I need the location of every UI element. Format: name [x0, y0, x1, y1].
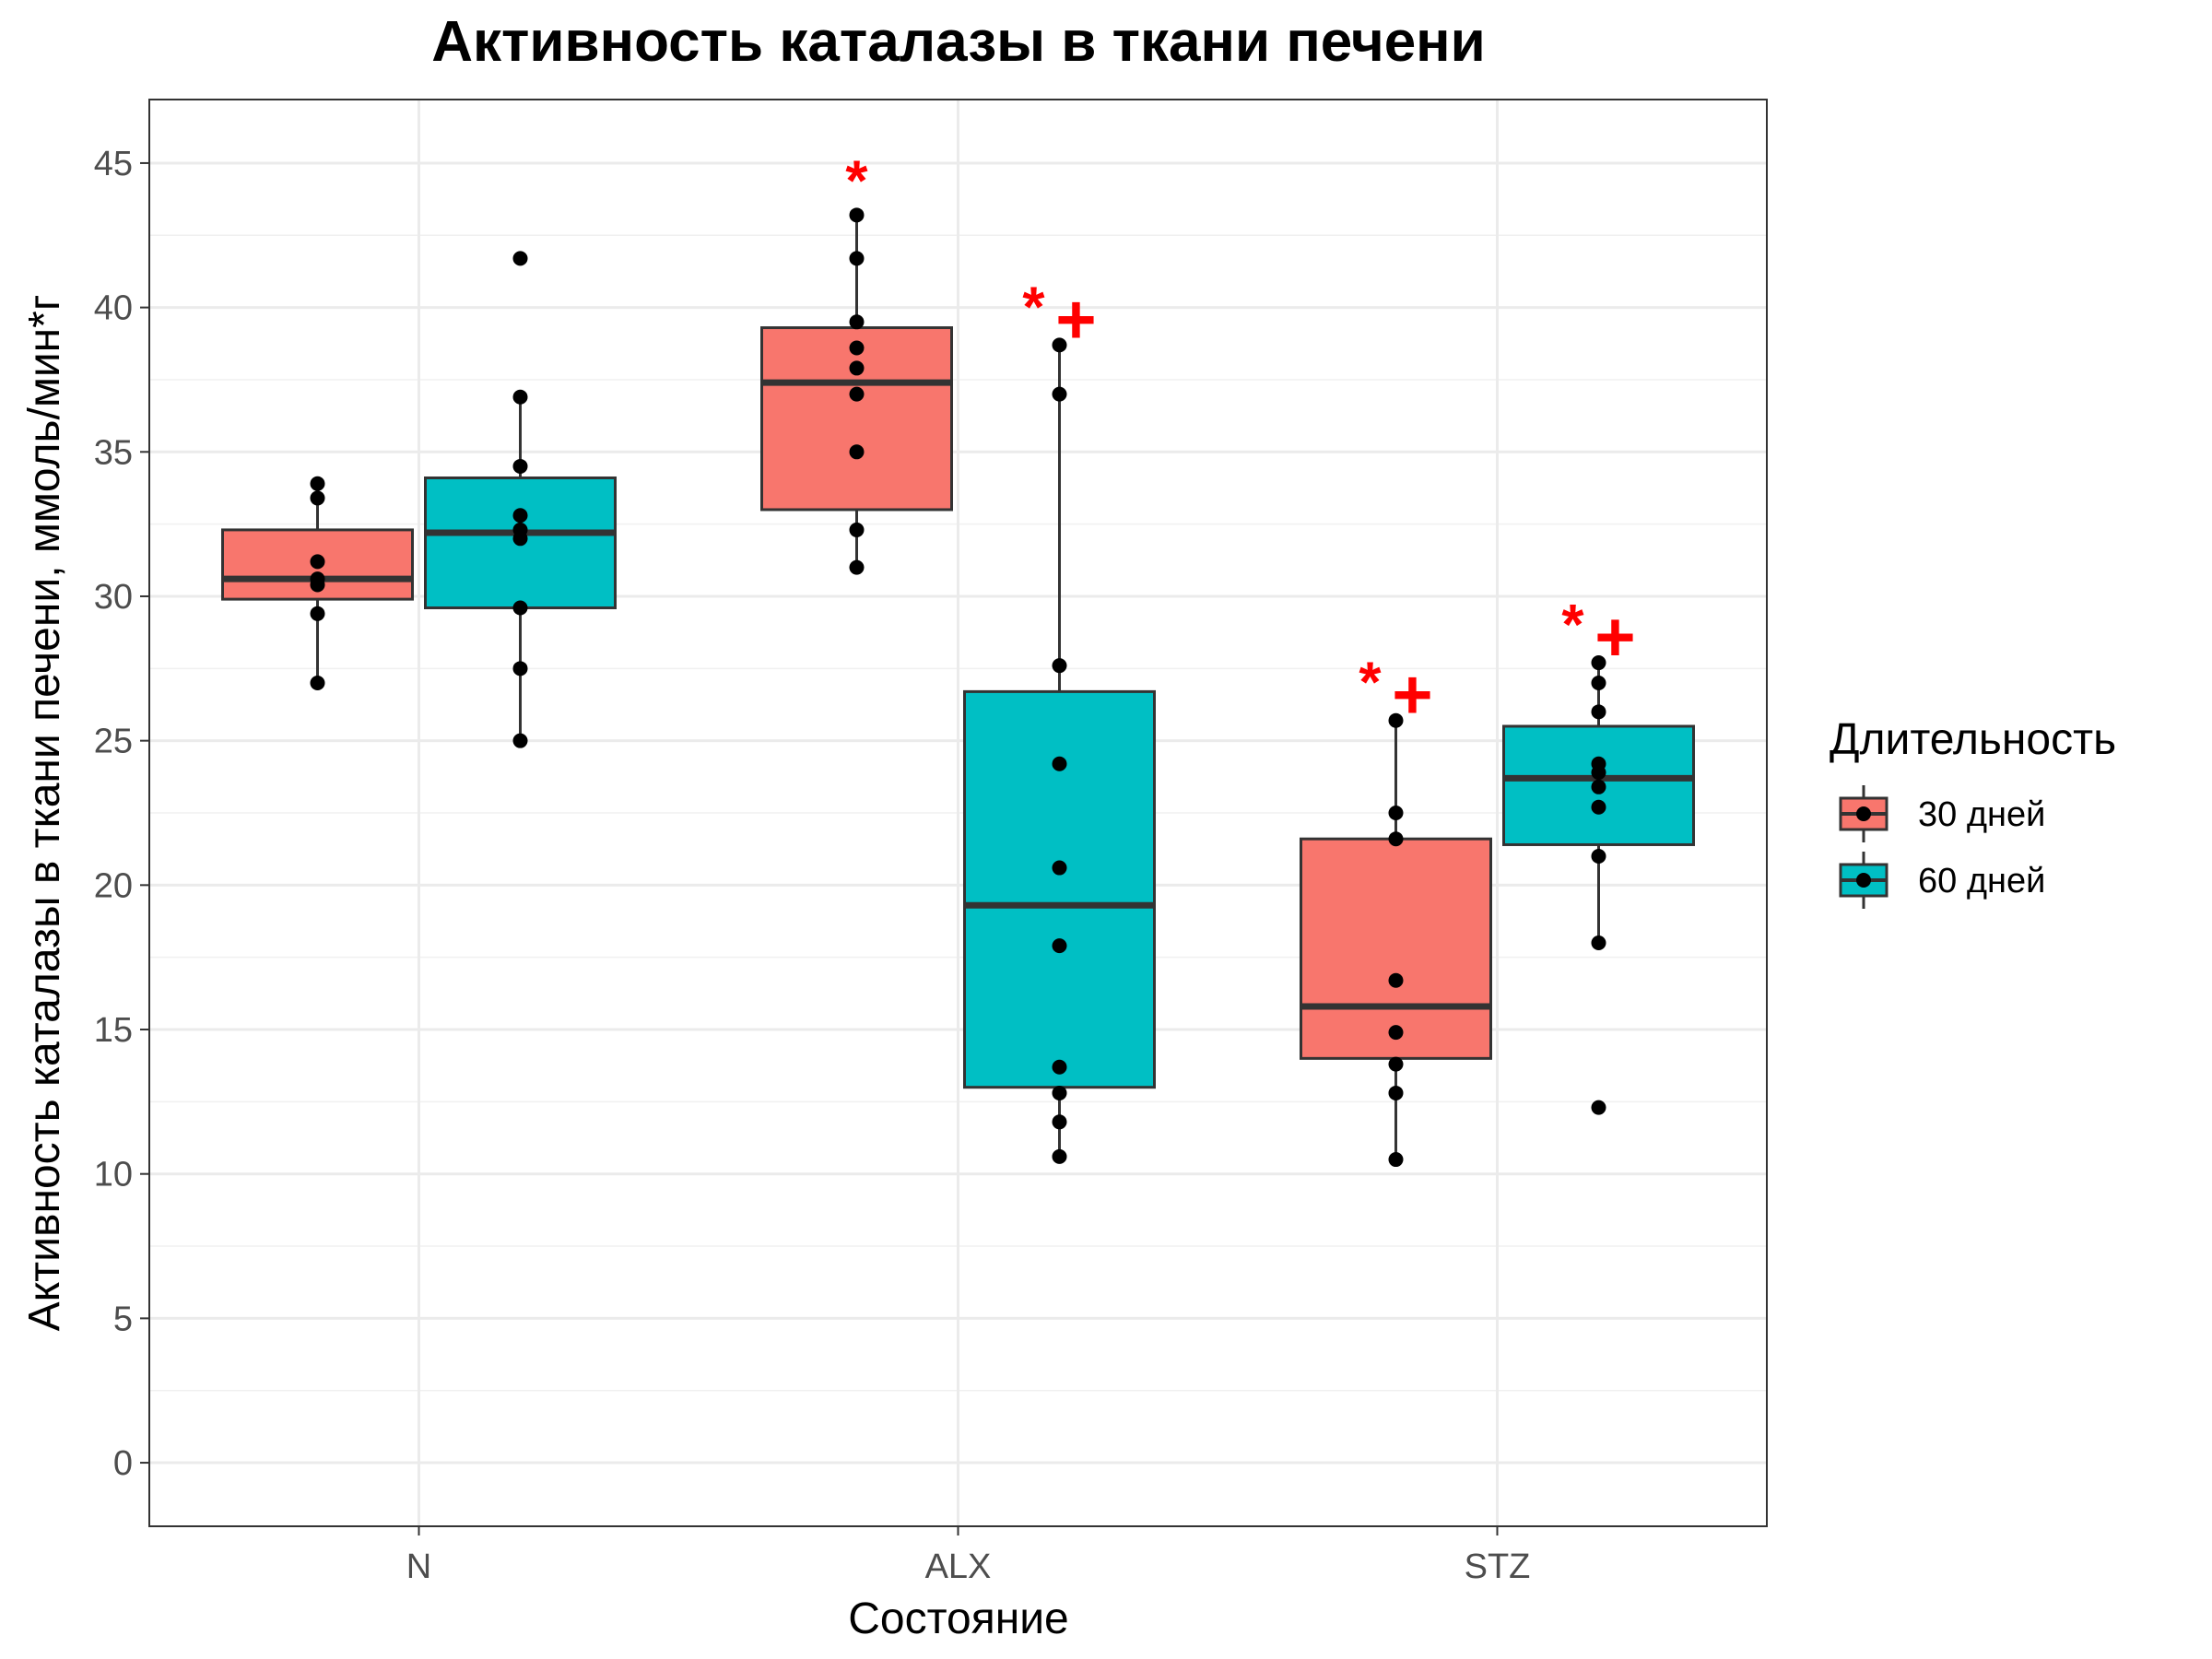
data-point [1388, 1152, 1404, 1168]
data-point [849, 340, 865, 356]
data-point [1052, 337, 1067, 353]
data-point [310, 577, 325, 593]
data-point [310, 675, 325, 690]
data-point [1388, 972, 1404, 988]
data-point [512, 458, 528, 474]
data-point [1052, 1085, 1067, 1100]
data-point [310, 476, 325, 491]
box-group [1300, 712, 1492, 1168]
data-point [849, 522, 865, 537]
data-point [849, 207, 865, 223]
x-tick-label: STZ [1465, 1547, 1531, 1586]
legend-key-point [1856, 873, 1871, 888]
data-point [512, 661, 528, 677]
box-group [1502, 655, 1695, 1115]
data-point [849, 251, 865, 266]
data-point [849, 360, 865, 376]
data-point [310, 554, 325, 570]
x-axis-ticks: N ALX STZ [406, 1526, 1531, 1586]
data-point [1388, 1085, 1404, 1100]
significance-plus: + [1594, 598, 1635, 677]
data-point [1591, 799, 1606, 815]
box-iqr [760, 326, 953, 512]
data-point [1591, 655, 1606, 671]
significance-star: * [1561, 594, 1584, 657]
data-point [1052, 1114, 1067, 1130]
data-point [1052, 938, 1067, 954]
box-group [760, 207, 953, 575]
data-point [1591, 675, 1606, 690]
legend-item: 60 дней [1839, 852, 2045, 909]
data-point [1388, 831, 1404, 847]
data-point [1591, 779, 1606, 794]
data-point [1052, 386, 1067, 402]
x-axis-title: Состояние [848, 1594, 1069, 1643]
data-point [512, 531, 528, 547]
data-point [1591, 1100, 1606, 1115]
y-axis-title: Активность каталазы в ткани печени, ммол… [20, 295, 69, 1332]
significance-star: * [1022, 276, 1045, 339]
data-point [512, 251, 528, 266]
y-axis-ticks: 0 5 10 15 20 25 30 35 40 45 [94, 145, 149, 1483]
significance-star: * [1359, 652, 1382, 715]
data-point [512, 389, 528, 405]
legend-label: 60 дней [1918, 862, 2045, 900]
data-point [1591, 849, 1606, 865]
y-tick-label: 25 [94, 723, 133, 761]
y-tick-label: 0 [113, 1444, 133, 1483]
data-point [849, 559, 865, 575]
legend-key-point [1856, 806, 1871, 821]
y-tick-label: 5 [113, 1300, 133, 1338]
chart-title: Активность каталазы в ткани печени [431, 10, 1486, 74]
legend-title: Длительность [1830, 715, 2116, 764]
legend-item: 30 дней [1839, 785, 2045, 842]
y-tick-label: 35 [94, 433, 133, 472]
box-group [424, 251, 617, 748]
data-point [310, 606, 325, 621]
data-point [849, 314, 865, 330]
data-point [512, 508, 528, 524]
data-point [1388, 806, 1404, 820]
legend: Длительность 30 дней 60 дней [1830, 715, 2116, 909]
x-tick-label: N [406, 1547, 431, 1586]
y-tick-label: 40 [94, 289, 133, 328]
significance-plus: + [1055, 280, 1096, 359]
data-point [1052, 658, 1067, 674]
plot-panel-border [148, 99, 1768, 1527]
data-point [1388, 712, 1404, 728]
data-point [512, 600, 528, 616]
grid [149, 100, 1767, 1526]
x-tick-label: ALX [925, 1547, 992, 1586]
data-point [1388, 1056, 1404, 1072]
data-point [1052, 1148, 1067, 1164]
data-point [849, 444, 865, 460]
data-point [1591, 704, 1606, 720]
data-point [1591, 765, 1606, 781]
y-tick-label: 20 [94, 866, 133, 905]
data-point [1591, 935, 1606, 951]
annotation-layer: ** +* +* + [845, 149, 1635, 734]
data-point [1052, 860, 1067, 876]
data-point [849, 386, 865, 402]
y-tick-label: 15 [94, 1011, 133, 1050]
box-group [221, 476, 414, 690]
y-tick-label: 45 [94, 145, 133, 183]
data-point [512, 733, 528, 748]
box-group [963, 337, 1156, 1164]
data-point [310, 490, 325, 506]
significance-plus: + [1392, 656, 1432, 735]
data-point [1052, 1059, 1067, 1075]
box-layer [221, 207, 1695, 1168]
data-point [1388, 1025, 1404, 1041]
y-tick-label: 30 [94, 578, 133, 617]
box-iqr [1300, 837, 1492, 1060]
box-iqr [963, 689, 1156, 1089]
data-point [1052, 756, 1067, 771]
y-tick-label: 10 [94, 1156, 133, 1194]
legend-label: 30 дней [1918, 795, 2045, 834]
significance-star: * [845, 149, 868, 213]
